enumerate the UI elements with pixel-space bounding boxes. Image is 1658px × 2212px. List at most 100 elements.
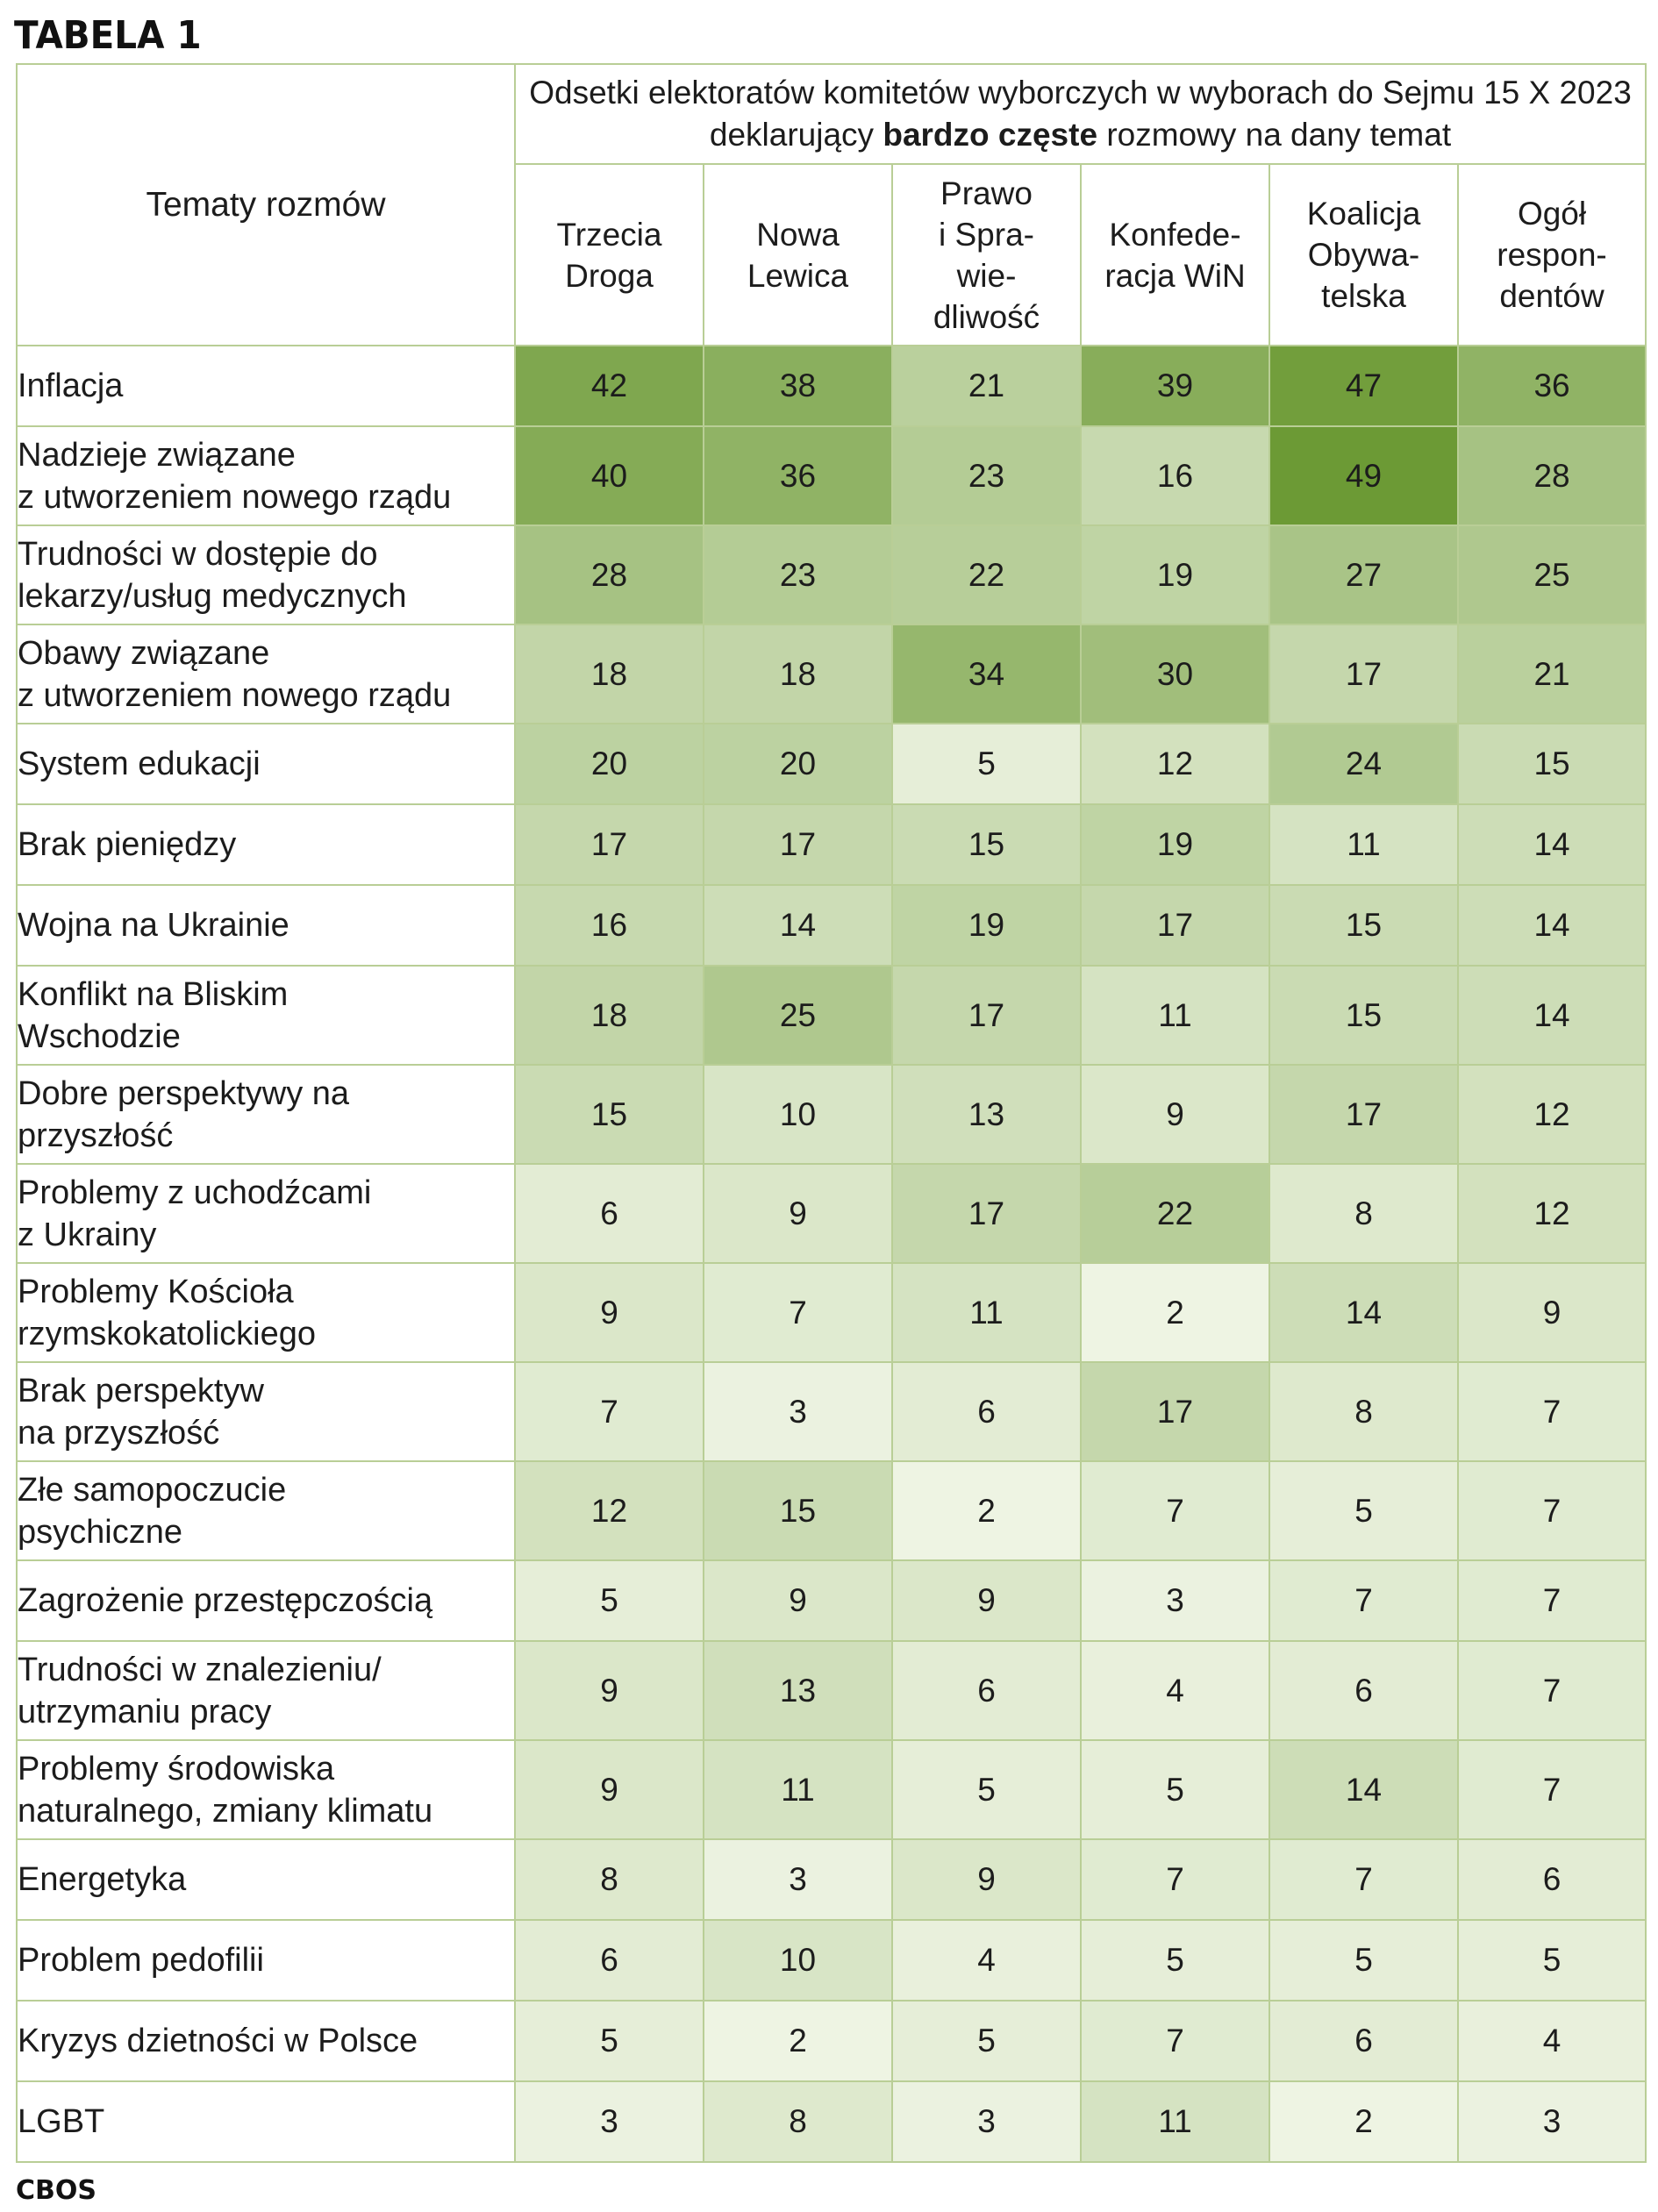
value-cell: 11 [1269, 803, 1459, 886]
value-cell: 5 [514, 1559, 704, 1642]
value-cell: 17 [891, 965, 1082, 1066]
topic-cell: Inflacja [16, 345, 516, 427]
total-value-cell: 3 [1456, 2080, 1647, 2163]
group-label-before: Odsetki elektoratów komitetów wyborczych… [529, 75, 1632, 153]
total-value-cell: 7 [1456, 1559, 1647, 1642]
value-cell: 6 [514, 1163, 704, 1264]
total-value-cell: 14 [1456, 884, 1647, 967]
value-cell: 11 [1080, 965, 1270, 1066]
topic-line: Problemy z uchodźcami [18, 1174, 372, 1211]
column-header-line: Droga [565, 257, 654, 294]
value-cell: 5 [1269, 1460, 1459, 1561]
column-header-line: Nowa [756, 216, 840, 253]
value-cell: 30 [1080, 624, 1270, 724]
topic-cell: Energetyka [16, 1838, 516, 1921]
total-value-cell: 12 [1456, 1163, 1647, 1264]
value-cell: 2 [703, 2000, 893, 2082]
total-value-cell: 7 [1456, 1640, 1647, 1741]
value-cell: 27 [1269, 524, 1459, 625]
value-cell: 15 [514, 1064, 704, 1165]
topic-cell: Trudności w znalezieniu/utrzymaniu pracy [16, 1640, 516, 1741]
value-cell: 9 [514, 1640, 704, 1741]
topic-cell: Brak perspektyw na przyszłość [16, 1361, 516, 1462]
table-row: Kryzys dzietności w Polsce 5 2 5 7 6 4 [16, 2000, 1647, 2082]
value-cell: 14 [703, 884, 893, 967]
topic-line: z utworzeniem nowego rządu [18, 676, 452, 714]
table-row: Problem pedofilii 6 10 4 5 5 5 [16, 1919, 1647, 2002]
value-cell: 9 [891, 1559, 1082, 1642]
table-row: Złe samopoczucie psychiczne 12 15 2 7 5 7 [16, 1460, 1647, 1561]
table-row: Problemy z uchodźcami z Ukrainy 6 9 17 22 8 12 [16, 1163, 1647, 1264]
value-cell: 20 [703, 723, 893, 805]
value-cell: 5 [891, 723, 1082, 805]
total-value-cell: 7 [1456, 1739, 1647, 1840]
value-cell: 6 [1269, 2000, 1459, 2082]
value-cell: 7 [1080, 1460, 1270, 1561]
value-cell: 21 [891, 345, 1082, 427]
value-cell: 22 [891, 524, 1082, 625]
column-header-line: Obywa- [1307, 237, 1420, 273]
col-header-ogol: Ogół respon-dentów [1456, 163, 1647, 346]
value-cell: 6 [1269, 1640, 1459, 1741]
total-value-cell: 12 [1456, 1064, 1647, 1165]
value-cell: 18 [514, 965, 704, 1066]
column-header-line: Koalicja [1306, 196, 1421, 232]
value-cell: 6 [891, 1640, 1082, 1741]
topic-cell: Problemy środowiska naturalnego, zmiany k… [16, 1739, 516, 1840]
topic-cell: Konflikt na Bliskim Wschodzie [16, 965, 516, 1066]
column-header-line: respon- [1497, 237, 1607, 273]
value-cell: 13 [703, 1640, 893, 1741]
value-cell: 3 [1080, 1559, 1270, 1642]
value-cell: 17 [1269, 1064, 1459, 1165]
value-cell: 7 [1080, 2000, 1270, 2082]
value-cell: 5 [1080, 1919, 1270, 2002]
value-cell: 11 [703, 1739, 893, 1840]
value-cell: 2 [1080, 1262, 1270, 1363]
value-cell: 5 [891, 2000, 1082, 2082]
topic-cell: Trudności w dostępie do lekarzy/usług med… [16, 524, 516, 625]
topic-line: Inflacja [18, 367, 124, 404]
value-cell: 19 [891, 884, 1082, 967]
value-cell: 4 [891, 1919, 1082, 2002]
topic-cell: LGBT [16, 2080, 516, 2163]
topic-line: Wschodzie [18, 1017, 181, 1055]
value-cell: 49 [1269, 425, 1459, 526]
value-cell: 9 [891, 1838, 1082, 1921]
topic-line: Wojna na Ukrainie [18, 907, 289, 944]
value-cell: 15 [703, 1460, 893, 1561]
col-header-nowa-lewica: Nowa Lewica [703, 163, 893, 346]
value-cell: 12 [1080, 723, 1270, 805]
value-cell: 17 [514, 803, 704, 886]
value-cell: 39 [1080, 345, 1270, 427]
table-title: TABELA 1 [14, 13, 202, 58]
source-label: CBOS [16, 2175, 96, 2206]
value-cell: 9 [703, 1559, 893, 1642]
topic-line: z Ukrainy [18, 1216, 157, 1253]
value-cell: 17 [891, 1163, 1082, 1264]
topic-line: naturalnego, zmiany klimatu [18, 1792, 433, 1830]
total-value-cell: 28 [1456, 425, 1647, 526]
topic-cell: Problemy Kościoła rzymskokatolickiego [16, 1262, 516, 1363]
total-value-cell: 6 [1456, 1838, 1647, 1921]
table-row: Wojna na Ukrainie 16 14 19 17 15 14 [16, 884, 1647, 967]
topic-cell: Problem pedofilii [16, 1919, 516, 2002]
value-cell: 7 [1269, 1838, 1459, 1921]
topic-cell: Kryzys dzietności w Polsce [16, 2000, 516, 2082]
topic-line: Konflikt na Bliskim [18, 975, 289, 1013]
value-cell: 36 [703, 425, 893, 526]
topic-cell: Dobre perspektywy na przyszłość [16, 1064, 516, 1165]
value-cell: 3 [891, 2080, 1082, 2163]
table-row: Problemy Kościoła rzymskokatolickiego 9 7 11… [16, 1262, 1647, 1363]
table-body: Inflacja 42 38 21 39 47 36 Nadzieje związane z u… [16, 345, 1647, 2163]
column-header-line: dliwość [933, 298, 1040, 335]
value-cell: 20 [514, 723, 704, 805]
column-header-line: Trzecia [556, 216, 662, 253]
value-cell: 17 [1269, 624, 1459, 724]
value-cell: 3 [703, 1361, 893, 1462]
topic-line: Problemy Kościoła [18, 1273, 294, 1310]
value-cell: 7 [514, 1361, 704, 1462]
value-cell: 17 [1080, 884, 1270, 967]
total-value-cell: 36 [1456, 345, 1647, 427]
topic-line: Trudności w dostępie do [18, 535, 378, 573]
topic-cell: Obawy związane z utworzeniem nowego rządu [16, 624, 516, 724]
